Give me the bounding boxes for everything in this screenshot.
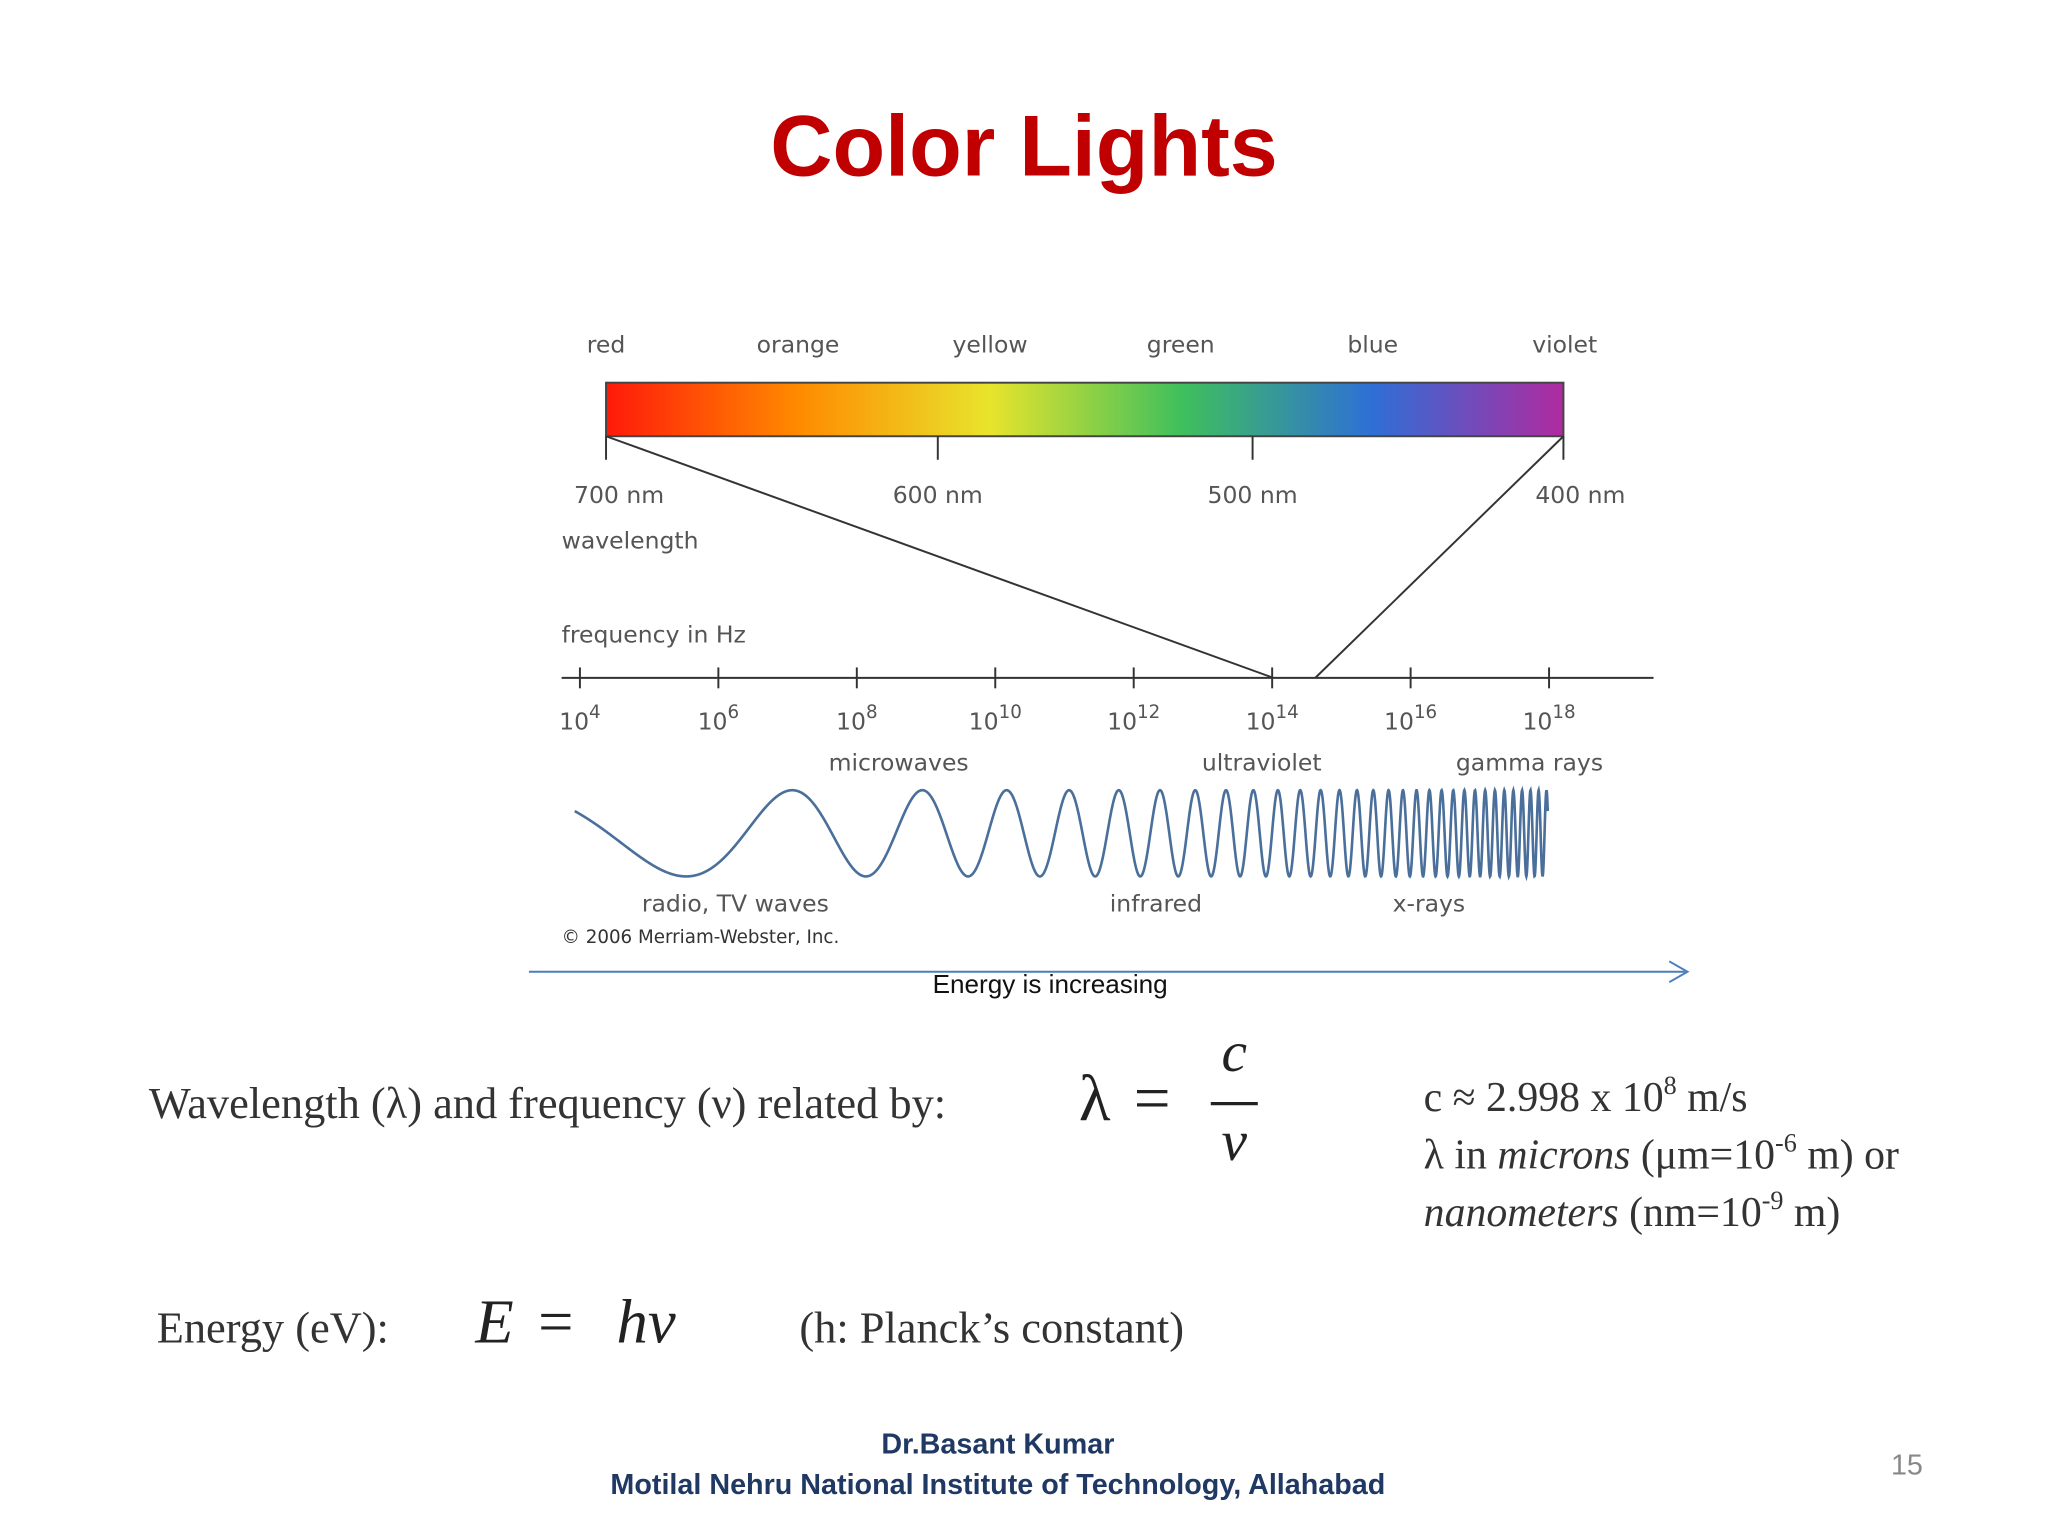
note-segment: λ in <box>1424 1132 1498 1178</box>
energy-label: Energy (eV): <box>157 1302 389 1352</box>
band-label: microwaves <box>829 749 969 777</box>
tick-exponent: 6 <box>728 702 740 723</box>
copyright: © 2006 Merriam-Webster, Inc. <box>562 927 840 948</box>
note-line: c ≈ 2.998 x 108 m/s <box>1424 1071 1748 1121</box>
tick-base: 10 <box>836 707 866 735</box>
tick-base: 10 <box>1522 707 1552 735</box>
tick-base: 10 <box>1246 707 1276 735</box>
note-line: λ in microns (μm=10-6 m) or <box>1424 1128 1899 1178</box>
tick-exponent: 10 <box>999 702 1022 723</box>
energy-lhs: E <box>474 1287 513 1357</box>
band-label: ultraviolet <box>1202 749 1322 777</box>
note-segment: m) or <box>1797 1132 1899 1178</box>
frequency-tick-label: 106 <box>698 702 740 735</box>
relation-text: Wavelength (λ) and frequency (ν) related… <box>149 1078 946 1128</box>
tick-exponent: 14 <box>1275 702 1298 723</box>
diagram-lines <box>561 435 1654 679</box>
energy-equals: = <box>538 1287 573 1357</box>
band-label: radio, TV waves <box>642 890 829 918</box>
footer-author: Dr.Basant Kumar <box>881 1428 1114 1460</box>
note-segment: microns <box>1497 1132 1630 1178</box>
frequency-tick-label: 1012 <box>1107 702 1160 735</box>
frequency-tick-label: 104 <box>559 702 601 735</box>
note-segment: -6 <box>1775 1128 1797 1157</box>
note-segment: c ≈ 2.998 x 10 <box>1424 1075 1664 1121</box>
tick-base: 10 <box>559 707 589 735</box>
wavelength-label: wavelength <box>562 527 699 555</box>
note-segment: (μm=10 <box>1630 1132 1775 1178</box>
formula-denominator: ν <box>1222 1110 1248 1173</box>
frequency-tick-label: 1010 <box>969 702 1022 735</box>
frequency-tick-label: 1018 <box>1522 702 1575 735</box>
tick-base: 10 <box>1384 707 1414 735</box>
wave <box>574 785 1550 882</box>
band-label: infrared <box>1110 890 1202 918</box>
wavelength-tick-label: 600 nm <box>893 481 983 509</box>
formula-numerator: c <box>1222 1021 1248 1084</box>
frequency-label: frequency in Hz <box>562 621 746 649</box>
spectrum-bar <box>605 381 1565 438</box>
note-segment: m/s <box>1677 1075 1748 1121</box>
frequency-tick-label: 1014 <box>1246 702 1299 735</box>
notes: c ≈ 2.998 x 108 m/s λ in microns (μm=10-6… <box>1424 1071 1899 1236</box>
note-segment: nanometers <box>1424 1190 1619 1236</box>
wavelength-tick-label: 700 nm <box>574 481 664 509</box>
slide-title: Color Lights <box>770 99 1278 195</box>
tick-base: 10 <box>969 707 999 735</box>
formula-lhs: λ <box>1079 1063 1111 1135</box>
note-segment: -9 <box>1762 1186 1784 1215</box>
color-label: blue <box>1347 331 1398 359</box>
color-label: orange <box>757 331 840 359</box>
color-label: yellow <box>953 331 1028 359</box>
footer-institute: Motilal Nehru National Institute of Tech… <box>610 1469 1385 1501</box>
color-label: red <box>587 331 626 359</box>
tick-exponent: 4 <box>589 702 601 723</box>
page-number: 15 <box>1891 1449 1923 1481</box>
tick-exponent: 12 <box>1137 702 1160 723</box>
note-segment: (nm=10 <box>1619 1190 1762 1236</box>
color-label: violet <box>1532 331 1597 359</box>
band-label: x-rays <box>1393 890 1466 918</box>
frequency-tick-label: 1016 <box>1384 702 1437 735</box>
tick-base: 10 <box>1107 707 1137 735</box>
tick-exponent: 18 <box>1552 702 1575 723</box>
frequency-tick-label: 108 <box>836 702 878 735</box>
note-line: nanometers (nm=10-9 m) <box>1424 1186 1841 1236</box>
energy-arrow-label: Energy is increasing <box>933 969 1168 999</box>
note-segment: 8 <box>1664 1071 1677 1100</box>
band-label: gamma rays <box>1456 749 1603 777</box>
arrow-head <box>1668 960 1690 984</box>
wavelength-tick-label: 500 nm <box>1208 481 1298 509</box>
tick-exponent: 8 <box>866 702 878 723</box>
note-segment: m) <box>1783 1190 1840 1236</box>
energy-rhs: hν <box>616 1287 675 1357</box>
energy-note: (h: Planck’s constant) <box>799 1302 1184 1352</box>
tick-base: 10 <box>698 707 728 735</box>
tick-exponent: 16 <box>1414 702 1437 723</box>
formula-equals: = <box>1134 1063 1171 1135</box>
wavelength-tick-label: 400 nm <box>1535 481 1625 509</box>
color-label: green <box>1147 331 1215 359</box>
